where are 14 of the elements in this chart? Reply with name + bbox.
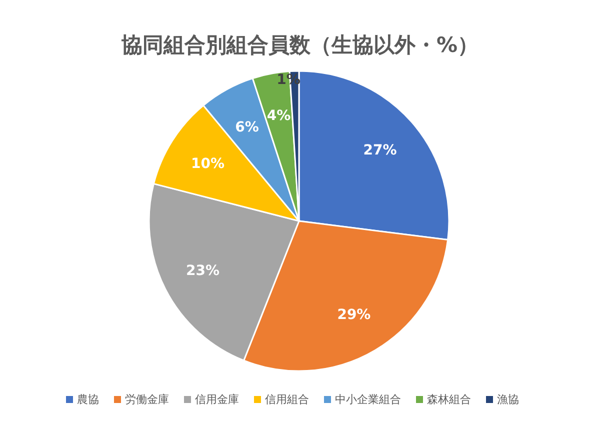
data-label: 4%	[266, 108, 291, 124]
legend-label: 森林組合	[427, 393, 471, 406]
data-label: 23%	[186, 262, 220, 279]
legend-label: 漁協	[497, 393, 519, 406]
legend-label: 信用金庫	[195, 393, 239, 406]
data-label: 6%	[235, 119, 259, 136]
legend-label: 労働金庫	[125, 393, 169, 406]
data-label: 29%	[337, 306, 371, 323]
legend-label: 農協	[77, 393, 99, 406]
data-label: 10%	[191, 156, 225, 172]
legend-label: 中小企業組合	[335, 393, 401, 406]
legend-label: 信用組合	[265, 393, 309, 406]
data-label: 27%	[363, 142, 397, 158]
chart-title: 協同組合別組合員数（生協以外・%）	[120, 33, 479, 57]
